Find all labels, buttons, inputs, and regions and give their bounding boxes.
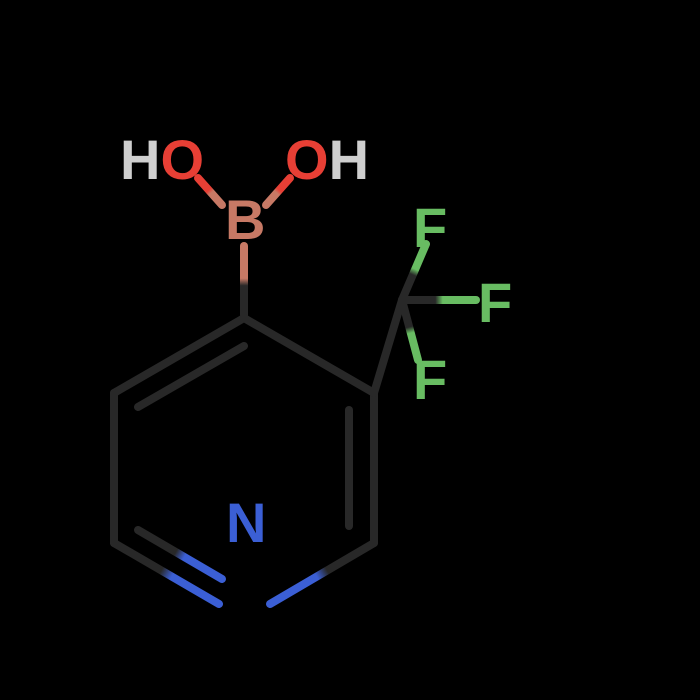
atom-glyph: F bbox=[413, 348, 447, 411]
bond bbox=[114, 543, 219, 604]
atom-glyph: H bbox=[329, 128, 369, 191]
bond-layer bbox=[0, 0, 700, 700]
bond bbox=[244, 318, 374, 393]
bond bbox=[138, 530, 222, 579]
atom-glyph: B bbox=[225, 188, 265, 251]
bond bbox=[374, 300, 402, 393]
atom-B: B bbox=[225, 187, 265, 252]
atom-glyph: H bbox=[120, 128, 160, 191]
atom-glyph: F bbox=[478, 271, 512, 334]
bond bbox=[138, 346, 244, 407]
molecule-canvas: HOOHBFFFN bbox=[0, 0, 700, 700]
atom-OH_right: OH bbox=[285, 127, 369, 192]
bond bbox=[270, 543, 374, 604]
atom-glyph: O bbox=[285, 128, 329, 191]
atom-F_top: F bbox=[413, 195, 447, 260]
atom-HO_left: HO bbox=[120, 127, 204, 192]
atom-N: N bbox=[226, 490, 266, 555]
atom-glyph: O bbox=[160, 128, 204, 191]
atom-F_bottom: F bbox=[413, 347, 447, 412]
atom-glyph: F bbox=[413, 196, 447, 259]
atom-F_right: F bbox=[478, 270, 512, 335]
atom-glyph: N bbox=[226, 491, 266, 554]
